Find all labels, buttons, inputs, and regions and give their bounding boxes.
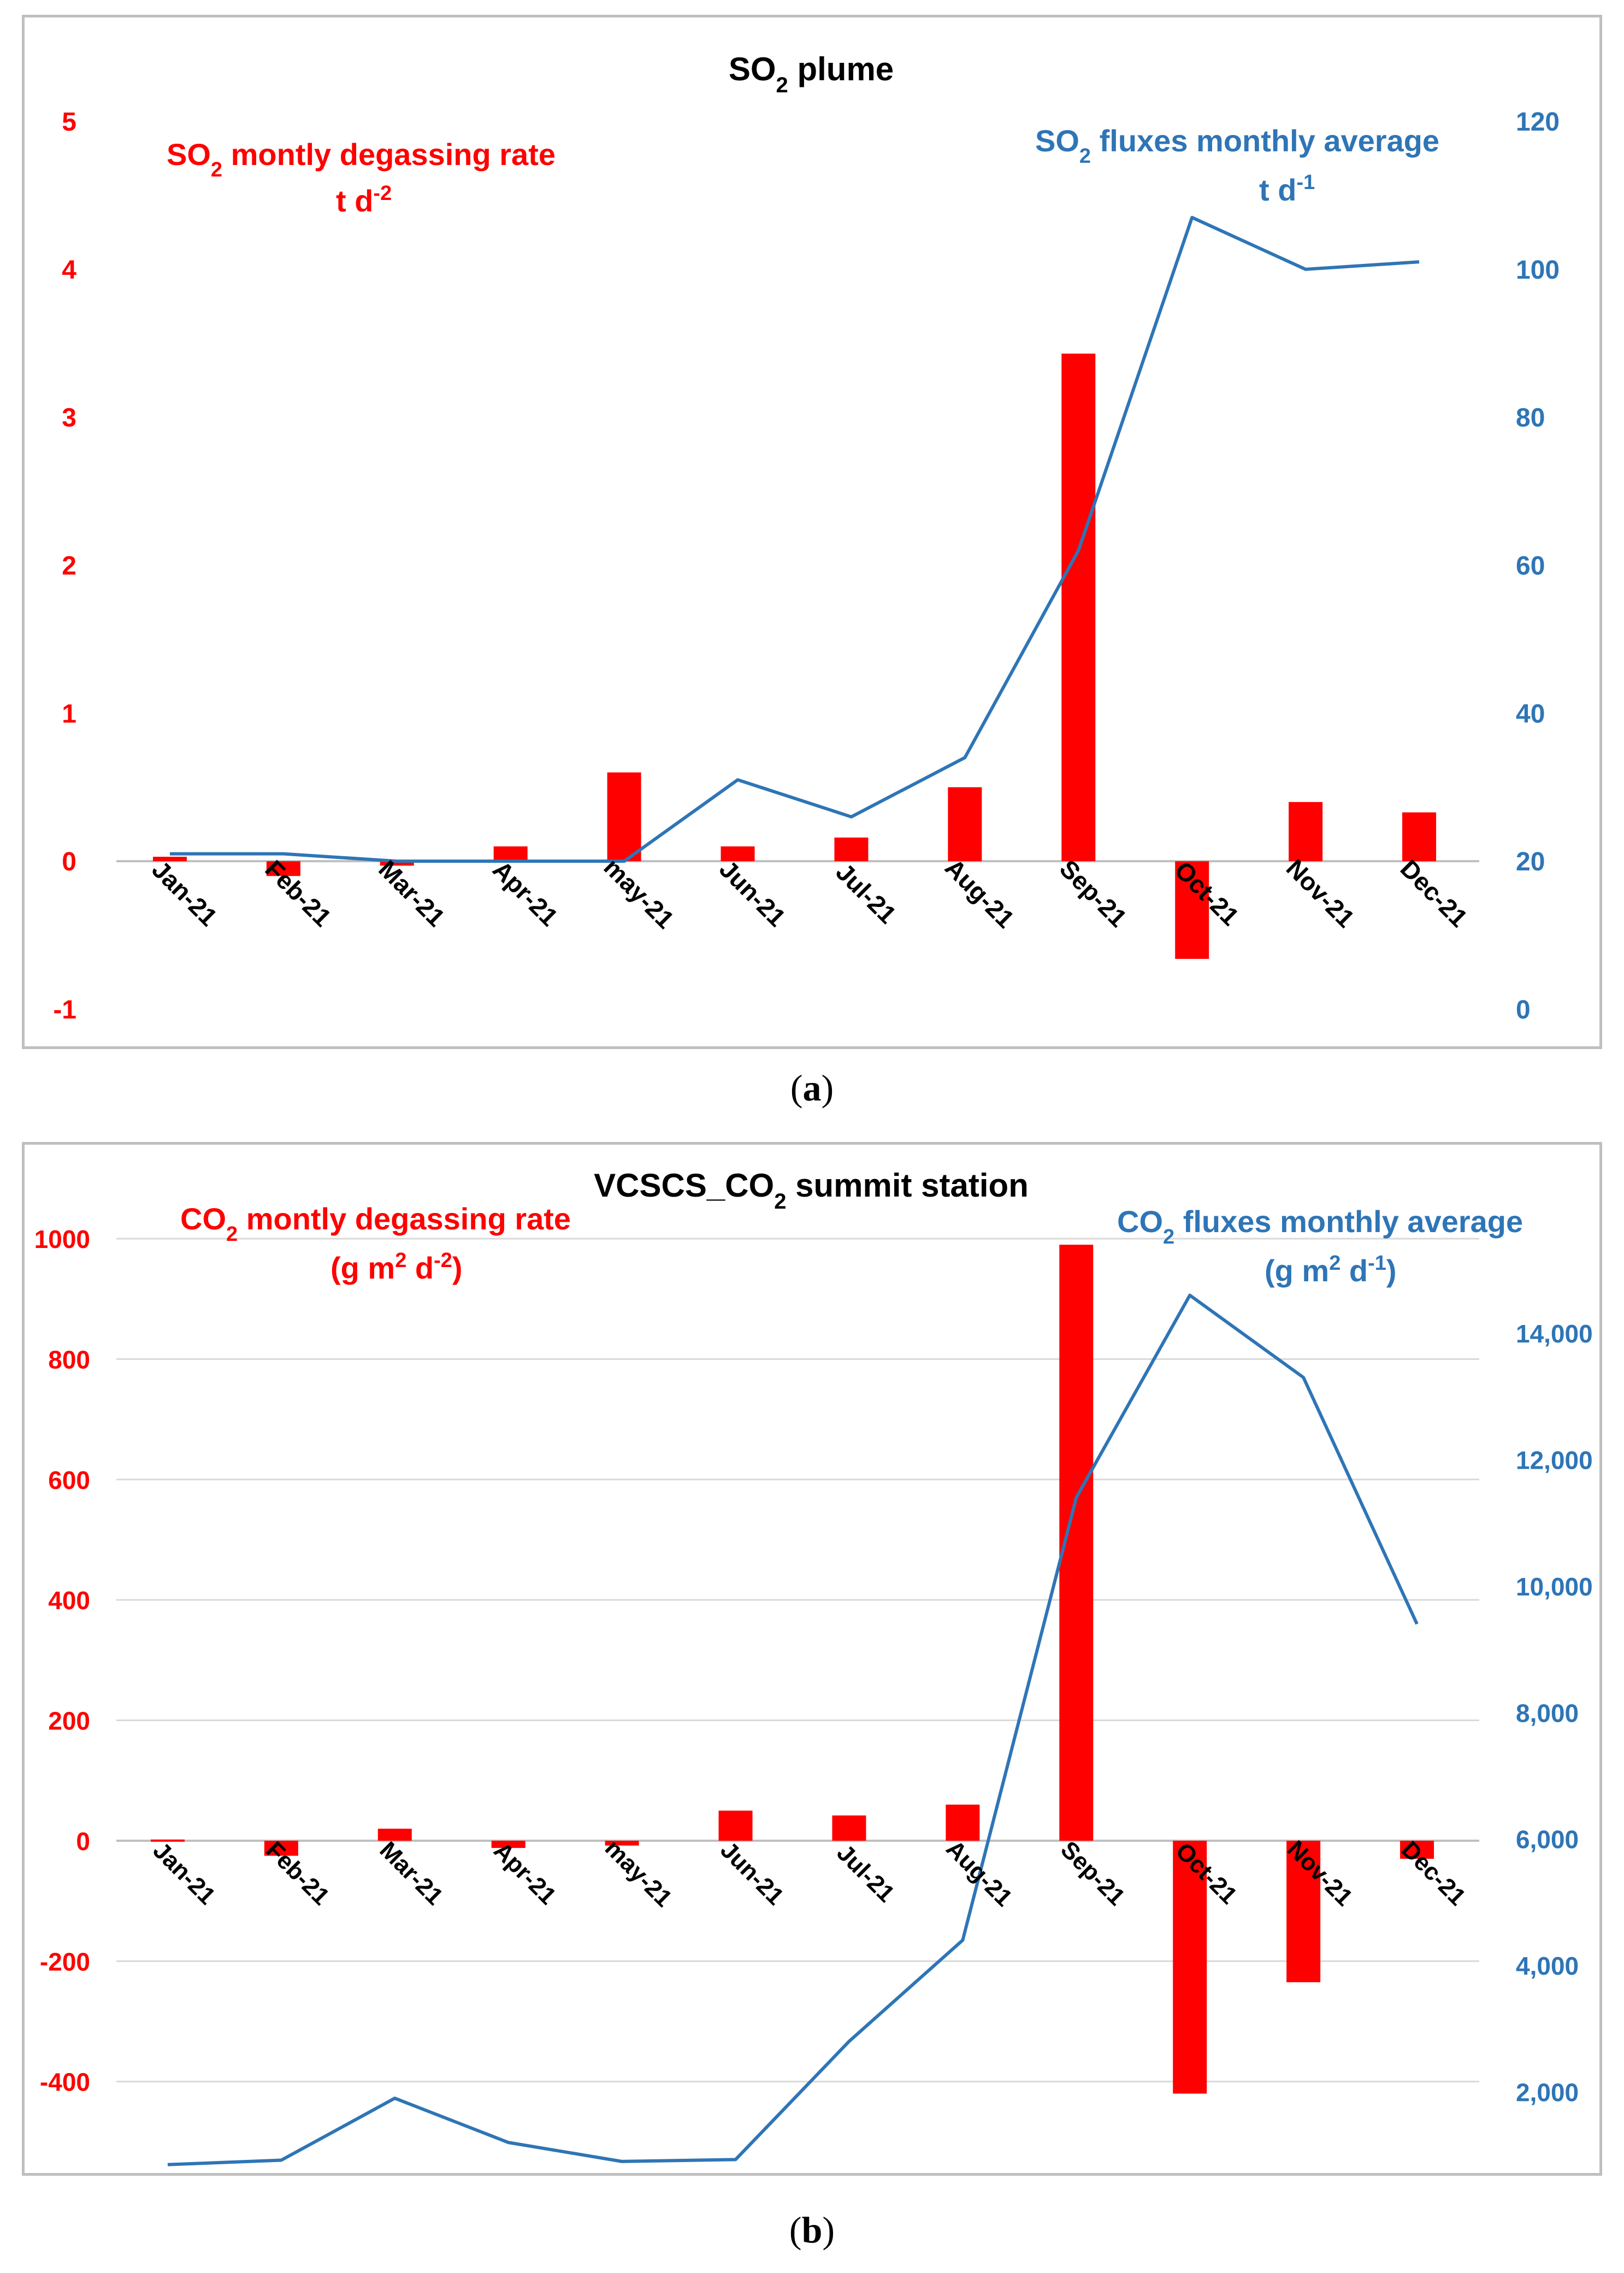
chart-title: SO2 plume: [729, 51, 894, 97]
bar-feb-21: [264, 1840, 298, 1856]
category-label: Sep-21: [1054, 854, 1132, 932]
category-label: Jan-21: [146, 855, 223, 932]
left-axis-tick-label: 600: [48, 1466, 90, 1494]
bar-jun-21: [721, 846, 755, 862]
right-axis-title-line2: t d-1: [1259, 171, 1315, 207]
category-label: Jun-21: [714, 855, 792, 932]
right-axis-tick-label: 0: [1516, 996, 1531, 1024]
bar-aug-21: [948, 787, 982, 862]
bar-jul-21: [832, 1815, 866, 1841]
bar-oct-21: [1173, 1840, 1207, 2094]
right-axis-tick-label: 20: [1516, 847, 1545, 876]
bar-apr-21: [493, 846, 528, 862]
right-axis-tick-label: 2,000: [1516, 2078, 1579, 2107]
bar-apr-21: [491, 1840, 525, 1848]
category-label: Sep-21: [1055, 1836, 1130, 1911]
caption-b-letter: b: [801, 2209, 823, 2251]
bar-mar-21: [380, 861, 414, 866]
right-axis-tick-label: 80: [1516, 404, 1545, 433]
category-label: Apr-21: [487, 855, 564, 932]
left-axis-tick-label: 2: [62, 552, 76, 581]
category-label: Aug-21: [941, 1835, 1018, 1912]
category-label: Jul-21: [831, 1839, 900, 1907]
left-axis-tick-label: 3: [62, 404, 76, 433]
category-label: Jan-21: [148, 1837, 221, 1910]
chart-b-svg: VCSCS_CO2 summit station-600-400-2000200…: [34, 1167, 1593, 2166]
bar-mar-21: [377, 1828, 412, 1841]
right-axis-tick-label: 14,000: [1516, 1320, 1593, 1348]
left-axis-tick-label: 0: [62, 847, 76, 876]
right-axis-tick-label: 60: [1516, 552, 1545, 581]
left-axis-title-line2: (g m2 d-2): [330, 1249, 463, 1285]
category-label: Jul-21: [830, 857, 902, 929]
right-axis-title-line1: SO2 fluxes monthly average: [1035, 123, 1439, 168]
category-label: Dec-21: [1395, 854, 1473, 932]
right-axis-title-line1: CO2 fluxes monthly average: [1117, 1204, 1523, 1249]
left-axis-tick-label: 400: [48, 1586, 90, 1615]
caption-a-letter: a: [802, 1067, 822, 1109]
bar-may-21: [607, 772, 641, 862]
bar-dec-21: [1400, 1840, 1434, 1859]
right-axis-tick-label: 12,000: [1516, 1446, 1593, 1474]
right-axis-title-line2: (g m2 d-1): [1265, 1252, 1397, 1288]
chart-title: VCSCS_CO2 summit station: [594, 1167, 1029, 1214]
category-label: Jun-21: [715, 1836, 789, 1910]
category-label: Aug-21: [940, 853, 1020, 933]
right-axis-tick-label: 10,000: [1516, 1573, 1593, 1601]
category-label: may-21: [600, 1835, 677, 1912]
bar-sep-21: [1061, 354, 1096, 862]
category-label: Mar-21: [373, 855, 451, 932]
right-axis-tick-label: 4,000: [1516, 1952, 1579, 1980]
left-axis-title-line1: SO2 montly degassing rate: [167, 137, 556, 181]
bar-may-21: [605, 1840, 639, 1846]
bar-oct-21: [1175, 861, 1209, 959]
chart-panel-b: VCSCS_CO2 summit station-600-400-2000200…: [22, 1142, 1602, 2176]
right-axis-tick-label: 6,000: [1516, 1826, 1579, 1854]
bar-jan-21: [150, 1839, 185, 1842]
bar-jan-21: [152, 857, 187, 862]
line-series: [169, 216, 1420, 863]
left-axis-title-line2: t d-2: [336, 182, 392, 218]
left-axis-tick-label: 0: [76, 1827, 90, 1856]
right-axis-tick-label: 40: [1516, 699, 1545, 728]
bar-jun-21: [718, 1810, 753, 1841]
bar-aug-21: [946, 1804, 980, 1841]
chart-panel-a: SO2 plume -1 0 1 2 3 4 5 0 20 40 60 80 100 120 Jan-21 Fe…: [22, 15, 1602, 1049]
bar-jul-21: [834, 837, 869, 862]
left-axis-title-line1: CO2 montly degassing rate: [180, 1202, 571, 1246]
right-axis-tick-label: 120: [1516, 108, 1560, 137]
bar-dec-21: [1402, 812, 1437, 862]
right-axis-tick-label: 8,000: [1516, 1699, 1579, 1727]
left-axis-tick-label: -1: [53, 996, 76, 1024]
right-axis-tick-label: 100: [1516, 256, 1560, 285]
bar-nov-21: [1289, 802, 1323, 862]
line-series: [167, 1293, 1419, 2166]
left-axis-tick-label: 4: [62, 256, 76, 285]
category-label: Nov-21: [1281, 853, 1360, 933]
left-axis-tick-label: 5: [62, 108, 76, 137]
left-axis-tick-label: 1: [62, 699, 76, 728]
left-axis-tick-label: 1000: [34, 1225, 90, 1253]
category-label: Mar-21: [375, 1836, 448, 1910]
left-axis-tick-label: 800: [48, 1345, 90, 1374]
caption-b: (b): [789, 2209, 835, 2251]
bar-feb-21: [266, 861, 300, 876]
left-axis-tick-label: -200: [40, 1947, 90, 1976]
left-axis-tick-label: 200: [48, 1707, 90, 1735]
left-axis-tick-label: -400: [40, 2068, 90, 2097]
caption-a: (a): [790, 1067, 834, 1109]
category-label: may-21: [598, 852, 680, 934]
bar-nov-21: [1286, 1840, 1321, 1982]
